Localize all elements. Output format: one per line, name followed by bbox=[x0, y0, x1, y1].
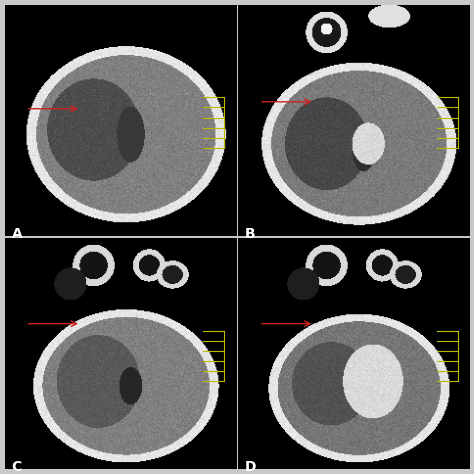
Text: B: B bbox=[245, 227, 256, 241]
Text: C: C bbox=[12, 460, 22, 474]
Text: D: D bbox=[245, 460, 256, 474]
Text: A: A bbox=[12, 227, 22, 241]
